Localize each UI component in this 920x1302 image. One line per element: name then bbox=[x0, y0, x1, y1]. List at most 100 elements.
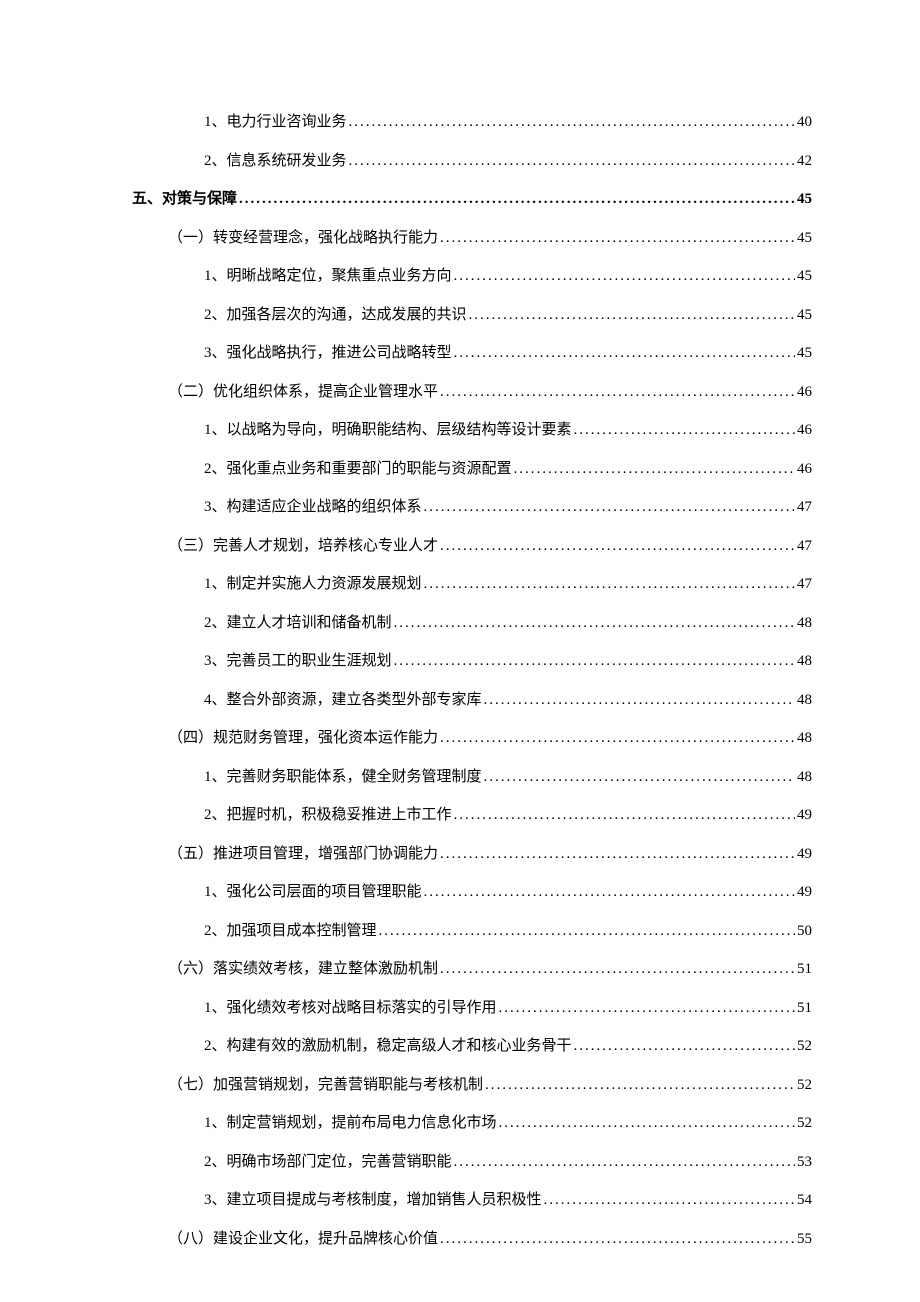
toc-entry-page: 51 bbox=[797, 998, 812, 1019]
toc-entry-label: 2、强化重点业务和重要部门的职能与资源配置 bbox=[204, 459, 512, 480]
toc-leader-dots bbox=[499, 998, 795, 1019]
toc-entry-page: 45 bbox=[797, 266, 812, 287]
toc-leader-dots bbox=[499, 1113, 795, 1134]
toc-leader-dots bbox=[440, 959, 795, 980]
toc-entry-label: 2、建立人才培训和储备机制 bbox=[204, 613, 392, 634]
toc-entry-label: 1、以战略为导向，明确职能结构、层级结构等设计要素 bbox=[204, 420, 572, 441]
toc-entry-label: 4、整合外部资源，建立各类型外部专家库 bbox=[204, 690, 482, 711]
toc-entry-page: 46 bbox=[797, 382, 812, 403]
toc-entry-label: 2、信息系统研发业务 bbox=[204, 151, 347, 172]
toc-entry-label: 3、强化战略执行，推进公司战略转型 bbox=[204, 343, 452, 364]
toc-entry: 3、完善员工的职业生涯规划48 bbox=[132, 651, 812, 672]
toc-entry: 2、明确市场部门定位，完善营销职能 53 bbox=[132, 1152, 812, 1173]
toc-entry: 2、加强项目成本控制管理 50 bbox=[132, 921, 812, 942]
toc-entry-page: 49 bbox=[797, 844, 812, 865]
toc-entry-label: 2、明确市场部门定位，完善营销职能 bbox=[204, 1152, 452, 1173]
toc-entry: 2、构建有效的激励机制，稳定高级人才和核心业务骨干 52 bbox=[132, 1036, 812, 1057]
toc-entry-label: （一）转变经营理念，强化战略执行能力 bbox=[168, 228, 438, 249]
toc-entry-page: 40 bbox=[797, 112, 812, 133]
toc-entry-label: 1、明晰战略定位，聚焦重点业务方向 bbox=[204, 266, 452, 287]
toc-entry-page: 46 bbox=[797, 420, 812, 441]
toc-entry-page: 47 bbox=[797, 536, 812, 557]
toc-entry-page: 54 bbox=[797, 1190, 812, 1211]
toc-leader-dots bbox=[239, 189, 795, 210]
toc-entry-page: 45 bbox=[797, 189, 812, 210]
toc-entry-page: 51 bbox=[797, 959, 812, 980]
toc-leader-dots bbox=[484, 767, 795, 788]
toc-entry-page: 47 bbox=[797, 497, 812, 518]
toc-entry-label: 3、构建适应企业战略的组织体系 bbox=[204, 497, 422, 518]
toc-entry-page: 52 bbox=[797, 1075, 812, 1096]
toc-entry-label: 2、把握时机，积极稳妥推进上市工作 bbox=[204, 805, 452, 826]
toc-entry-label: （八）建设企业文化，提升品牌核心价值 bbox=[168, 1229, 438, 1250]
toc-entry: 五、对策与保障 45 bbox=[132, 189, 812, 210]
toc-leader-dots bbox=[349, 112, 795, 133]
toc-entry-page: 48 bbox=[797, 728, 812, 749]
toc-entry: 2、加强各层次的沟通，达成发展的共识45 bbox=[132, 305, 812, 326]
toc-entry: 1、强化公司层面的项目管理职能49 bbox=[132, 882, 812, 903]
toc-entry-page: 46 bbox=[797, 459, 812, 480]
toc-entry-page: 45 bbox=[797, 343, 812, 364]
toc-entry-page: 52 bbox=[797, 1036, 812, 1057]
toc-entry-label: 五、对策与保障 bbox=[132, 189, 237, 210]
toc-entry: 2、信息系统研发业务42 bbox=[132, 151, 812, 172]
toc-entry-label: （六）落实绩效考核，建立整体激励机制 bbox=[168, 959, 438, 980]
toc-entry-label: （三）完善人才规划，培养核心专业人才 bbox=[168, 536, 438, 557]
toc-entry: （八）建设企业文化，提升品牌核心价值 55 bbox=[132, 1229, 812, 1250]
toc-entry-page: 48 bbox=[797, 613, 812, 634]
toc-entry-page: 47 bbox=[797, 574, 812, 595]
toc-entry-page: 52 bbox=[797, 1113, 812, 1134]
toc-entry-page: 48 bbox=[797, 651, 812, 672]
toc-entry: 1、制定并实施人力资源发展规划 47 bbox=[132, 574, 812, 595]
toc-entry-label: 1、电力行业咨询业务 bbox=[204, 112, 347, 133]
toc-leader-dots bbox=[484, 690, 795, 711]
toc-leader-dots bbox=[394, 613, 795, 634]
toc-entry: （二）优化组织体系，提高企业管理水平 46 bbox=[132, 382, 812, 403]
toc-entry-label: 1、制定并实施人力资源发展规划 bbox=[204, 574, 422, 595]
toc-entry: 1、完善财务职能体系，健全财务管理制度48 bbox=[132, 767, 812, 788]
toc-entry-label: 1、完善财务职能体系，健全财务管理制度 bbox=[204, 767, 482, 788]
toc-entry: 3、强化战略执行，推进公司战略转型 45 bbox=[132, 343, 812, 364]
toc-entry-page: 49 bbox=[797, 805, 812, 826]
toc-entry-page: 55 bbox=[797, 1229, 812, 1250]
toc-entry: 2、建立人才培训和储备机制 48 bbox=[132, 613, 812, 634]
toc-entry-label: 2、加强项目成本控制管理 bbox=[204, 921, 377, 942]
toc-entry: 2、强化重点业务和重要部门的职能与资源配置 46 bbox=[132, 459, 812, 480]
toc-leader-dots bbox=[424, 882, 795, 903]
toc-entry-page: 50 bbox=[797, 921, 812, 942]
toc-entry-label: 2、构建有效的激励机制，稳定高级人才和核心业务骨干 bbox=[204, 1036, 572, 1057]
toc-entry: （七）加强营销规划，完善营销职能与考核机制 52 bbox=[132, 1075, 812, 1096]
toc-entry-label: 3、建立项目提成与考核制度，增加销售人员积极性 bbox=[204, 1190, 542, 1211]
toc-entry-label: （七）加强营销规划，完善营销职能与考核机制 bbox=[168, 1075, 483, 1096]
toc-leader-dots bbox=[379, 921, 795, 942]
toc-entry: 2、把握时机，积极稳妥推进上市工作 49 bbox=[132, 805, 812, 826]
toc-leader-dots bbox=[574, 420, 795, 441]
toc-leader-dots bbox=[544, 1190, 795, 1211]
toc-leader-dots bbox=[440, 228, 795, 249]
toc-leader-dots bbox=[574, 1036, 795, 1057]
toc-leader-dots bbox=[454, 266, 795, 287]
toc-entry-page: 48 bbox=[797, 690, 812, 711]
toc-entry-label: 2、加强各层次的沟通，达成发展的共识 bbox=[204, 305, 467, 326]
toc-entry-label: （二）优化组织体系，提高企业管理水平 bbox=[168, 382, 438, 403]
toc-entry-page: 53 bbox=[797, 1152, 812, 1173]
toc-leader-dots bbox=[349, 151, 795, 172]
toc-entry-label: （五）推进项目管理，增强部门协调能力 bbox=[168, 844, 438, 865]
toc-entry-label: 1、制定营销规划，提前布局电力信息化市场 bbox=[204, 1113, 497, 1134]
toc-entry: （四）规范财务管理，强化资本运作能力 48 bbox=[132, 728, 812, 749]
toc-leader-dots bbox=[454, 805, 795, 826]
toc-entry: 1、明晰战略定位，聚焦重点业务方向 45 bbox=[132, 266, 812, 287]
toc-leader-dots bbox=[514, 459, 795, 480]
toc-leader-dots bbox=[454, 1152, 795, 1173]
toc-leader-dots bbox=[440, 728, 795, 749]
toc-entry: 4、整合外部资源，建立各类型外部专家库 48 bbox=[132, 690, 812, 711]
toc-entry: （一）转变经营理念，强化战略执行能力 45 bbox=[132, 228, 812, 249]
toc-entry: （六）落实绩效考核，建立整体激励机制 51 bbox=[132, 959, 812, 980]
toc-leader-dots bbox=[440, 844, 795, 865]
toc-leader-dots bbox=[440, 536, 795, 557]
toc-entry: （五）推进项目管理，增强部门协调能力 49 bbox=[132, 844, 812, 865]
toc-entry: 3、建立项目提成与考核制度，增加销售人员积极性 54 bbox=[132, 1190, 812, 1211]
toc-leader-dots bbox=[440, 382, 795, 403]
toc-entry-page: 45 bbox=[797, 228, 812, 249]
toc-entry-label: （四）规范财务管理，强化资本运作能力 bbox=[168, 728, 438, 749]
